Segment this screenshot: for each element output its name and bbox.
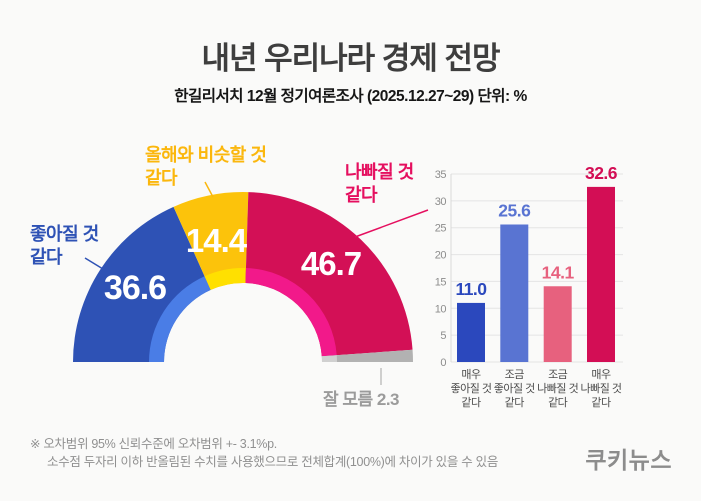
- y-tick-label-20: 20: [435, 250, 447, 262]
- x-tick-label-3-line-0: 매우: [591, 368, 611, 381]
- x-tick-label-2-line-2: 같다: [548, 396, 568, 409]
- x-tick-label-1-line-1: 좋아질 것: [494, 382, 535, 395]
- dont-know-text: 잘 모름: [322, 390, 373, 409]
- x-tick-label-2-line-1: 나빠질 것: [537, 382, 578, 395]
- page-subtitle: 한길리서치 12월 정기여론조사 (2025.12.27~29) 단위: %: [174, 88, 527, 105]
- y-tick-label-15: 15: [435, 276, 447, 288]
- donut-leader-line-better: [84, 257, 104, 270]
- donut-segment-dont_know: [321, 349, 413, 362]
- label-line: 나빠질 것: [345, 162, 414, 182]
- bar-value-label-2: 14.1: [542, 262, 575, 282]
- bar-1: [500, 224, 529, 362]
- x-tick-label-0-line-2: 같다: [461, 396, 481, 409]
- x-tick-label-3-line-1: 나빠질 것: [580, 382, 621, 395]
- label-line: 좋아질 것: [30, 224, 99, 244]
- donut-segment-better: [73, 206, 211, 362]
- donut-segment-rim-worse: [245, 268, 337, 357]
- x-tick-label-3-line-2: 같다: [591, 396, 611, 409]
- y-tick-label-10: 10: [435, 303, 447, 315]
- y-tick-label-5: 5: [440, 330, 446, 342]
- bar-value-label-1: 25.6: [498, 200, 531, 220]
- footnote-line-1: ※ 오차범위 95% 신뢰수준에 오차범위 +- 3.1%p.: [30, 437, 277, 451]
- bar-value-label-3: 32.6: [585, 163, 618, 183]
- dont-know-value: 2.3: [376, 390, 400, 409]
- half-donut-chart: [73, 181, 429, 385]
- donut-value-worse: 46.7: [300, 245, 362, 282]
- x-tick-label-2-line-0: 조금: [548, 369, 568, 381]
- donut-segment-rim-similar: [204, 268, 246, 290]
- bar-3: [587, 186, 615, 362]
- x-tick-label-0-line-1: 좋아질 것: [450, 382, 491, 395]
- bar-0: [457, 302, 485, 362]
- donut-segment-worse: [245, 192, 413, 357]
- donut-value-better: 36.6: [103, 269, 167, 307]
- y-tick-label-25: 25: [435, 223, 447, 235]
- y-tick-label-30: 30: [435, 196, 447, 208]
- x-tick-label-0-line-0: 매우: [461, 368, 481, 381]
- x-tick-label-1-line-0: 조금: [505, 369, 525, 381]
- donut-segment-similar: [173, 191, 249, 290]
- donut-label-similar: 올해와 비슷할 것 같다: [145, 144, 267, 190]
- bar-2: [543, 286, 572, 362]
- donut-label-worse: 나빠질 것 같다: [345, 161, 414, 207]
- label-line: 같다: [30, 247, 63, 267]
- y-tick-label-0: 0: [440, 357, 446, 369]
- donut-segment-rim-dont_know: [321, 355, 337, 362]
- label-line: 같다: [145, 168, 178, 188]
- footnote-line-2: 소수점 두자리 이하 반올림된 수치를 사용했으므로 전체합계(100%)에 차…: [47, 455, 499, 469]
- donut-leader-line-similar: [204, 181, 214, 198]
- page-title: 내년 우리나라 경제 전망: [201, 41, 500, 76]
- bar-value-label-0: 11.0: [455, 279, 487, 299]
- donut-leader-line-worse: [354, 209, 429, 238]
- logo-kukinews: 쿠키뉴스: [585, 447, 672, 473]
- y-tick-label-35: 35: [435, 169, 447, 181]
- donut-label-better: 좋아질 것 같다: [30, 223, 99, 269]
- label-line: 올해와 비슷할 것: [145, 145, 267, 165]
- label-line: 같다: [345, 185, 378, 205]
- x-tick-label-1-line-2: 같다: [505, 396, 525, 409]
- footnote: ※ 오차범위 95% 신뢰수준에 오차범위 +- 3.1%p. 소수점 두자리 …: [30, 435, 498, 471]
- donut-value-similar: 14.4: [185, 222, 247, 259]
- donut-segment-rim-better: [149, 276, 211, 362]
- donut-label-dont-know: 잘 모름 2.3: [322, 385, 400, 410]
